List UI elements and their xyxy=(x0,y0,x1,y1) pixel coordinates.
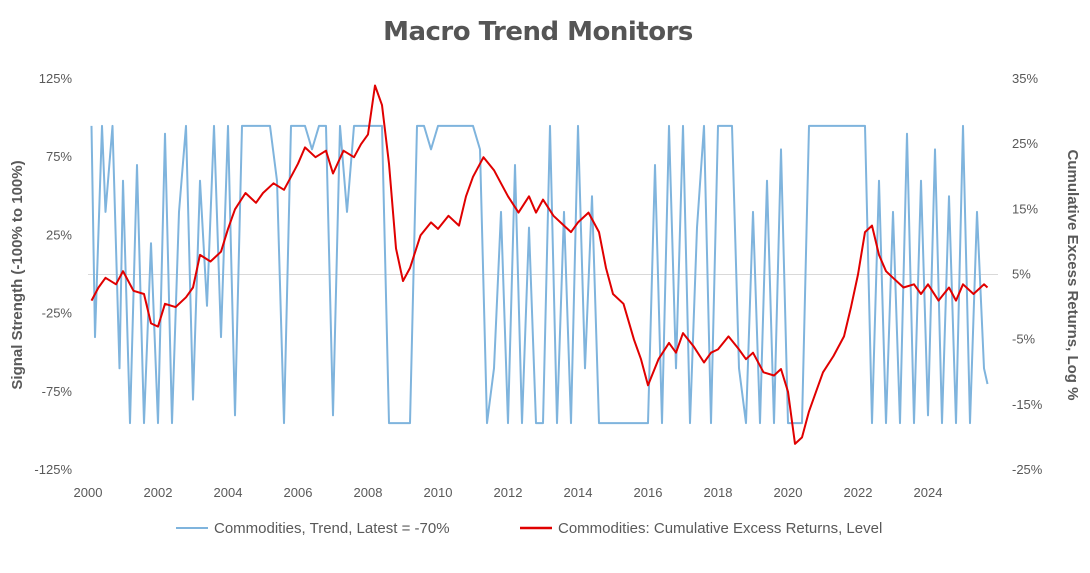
x-tick-label: 2024 xyxy=(914,485,943,500)
x-tick-label: 2020 xyxy=(774,485,803,500)
x-tick-label: 2016 xyxy=(634,485,663,500)
x-axis-ticks: 2000 2002 2004 2006 2008 2010 2012 2014 2016 2018… xyxy=(74,485,943,500)
legend-label-returns: Commodities: Cumulative Excess Returns, … xyxy=(558,520,882,537)
y-left-tick-label: -125% xyxy=(34,462,72,477)
legend-label-trend: Commodities, Trend, Latest = -70% xyxy=(214,520,450,537)
y-left-tick-label: 125% xyxy=(39,71,73,86)
x-tick-label: 2018 xyxy=(704,485,733,500)
returns-series-line xyxy=(90,84,989,445)
left-axis-ticks: 125% 75% 25% -25% -75% -125% xyxy=(34,71,72,477)
chart-title: Macro Trend Monitors xyxy=(383,17,693,47)
y-right-tick-label: 25% xyxy=(1012,136,1038,151)
y-right-tick-label: 5% xyxy=(1012,267,1031,282)
y-left-tick-label: -25% xyxy=(42,306,73,321)
trend-series-group xyxy=(90,124,989,425)
y-right-tick-label: 15% xyxy=(1012,201,1038,216)
right-axis-ticks: 35% 25% 15% 5% -5% -15% -25% xyxy=(1012,71,1043,477)
y-right-tick-label: -25% xyxy=(1012,462,1043,477)
x-tick-label: 2002 xyxy=(144,485,173,500)
x-tick-label: 2010 xyxy=(424,485,453,500)
x-tick-label: 2004 xyxy=(214,485,243,500)
returns-series-group xyxy=(90,84,989,445)
legend: Commodities, Trend, Latest = -70% Commod… xyxy=(176,520,882,537)
x-tick-label: 2008 xyxy=(354,485,383,500)
y-axis-left-label: Signal Strength (-100% to 100%) xyxy=(9,160,26,389)
trend-series-line xyxy=(90,124,989,425)
y-left-tick-label: 25% xyxy=(46,227,72,242)
y-right-tick-label: 35% xyxy=(1012,71,1038,86)
y-axis-right-label: Cumulative Excess Returns, Log % xyxy=(1064,150,1081,401)
y-left-tick-label: 75% xyxy=(46,149,72,164)
x-tick-label: 2006 xyxy=(284,485,313,500)
y-left-tick-label: -75% xyxy=(42,384,73,399)
x-tick-label: 2014 xyxy=(564,485,593,500)
x-tick-label: 2022 xyxy=(844,485,873,500)
y-right-tick-label: -15% xyxy=(1012,397,1043,412)
y-right-tick-label: -5% xyxy=(1012,332,1036,347)
x-tick-label: 2012 xyxy=(494,485,523,500)
x-tick-label: 2000 xyxy=(74,485,103,500)
